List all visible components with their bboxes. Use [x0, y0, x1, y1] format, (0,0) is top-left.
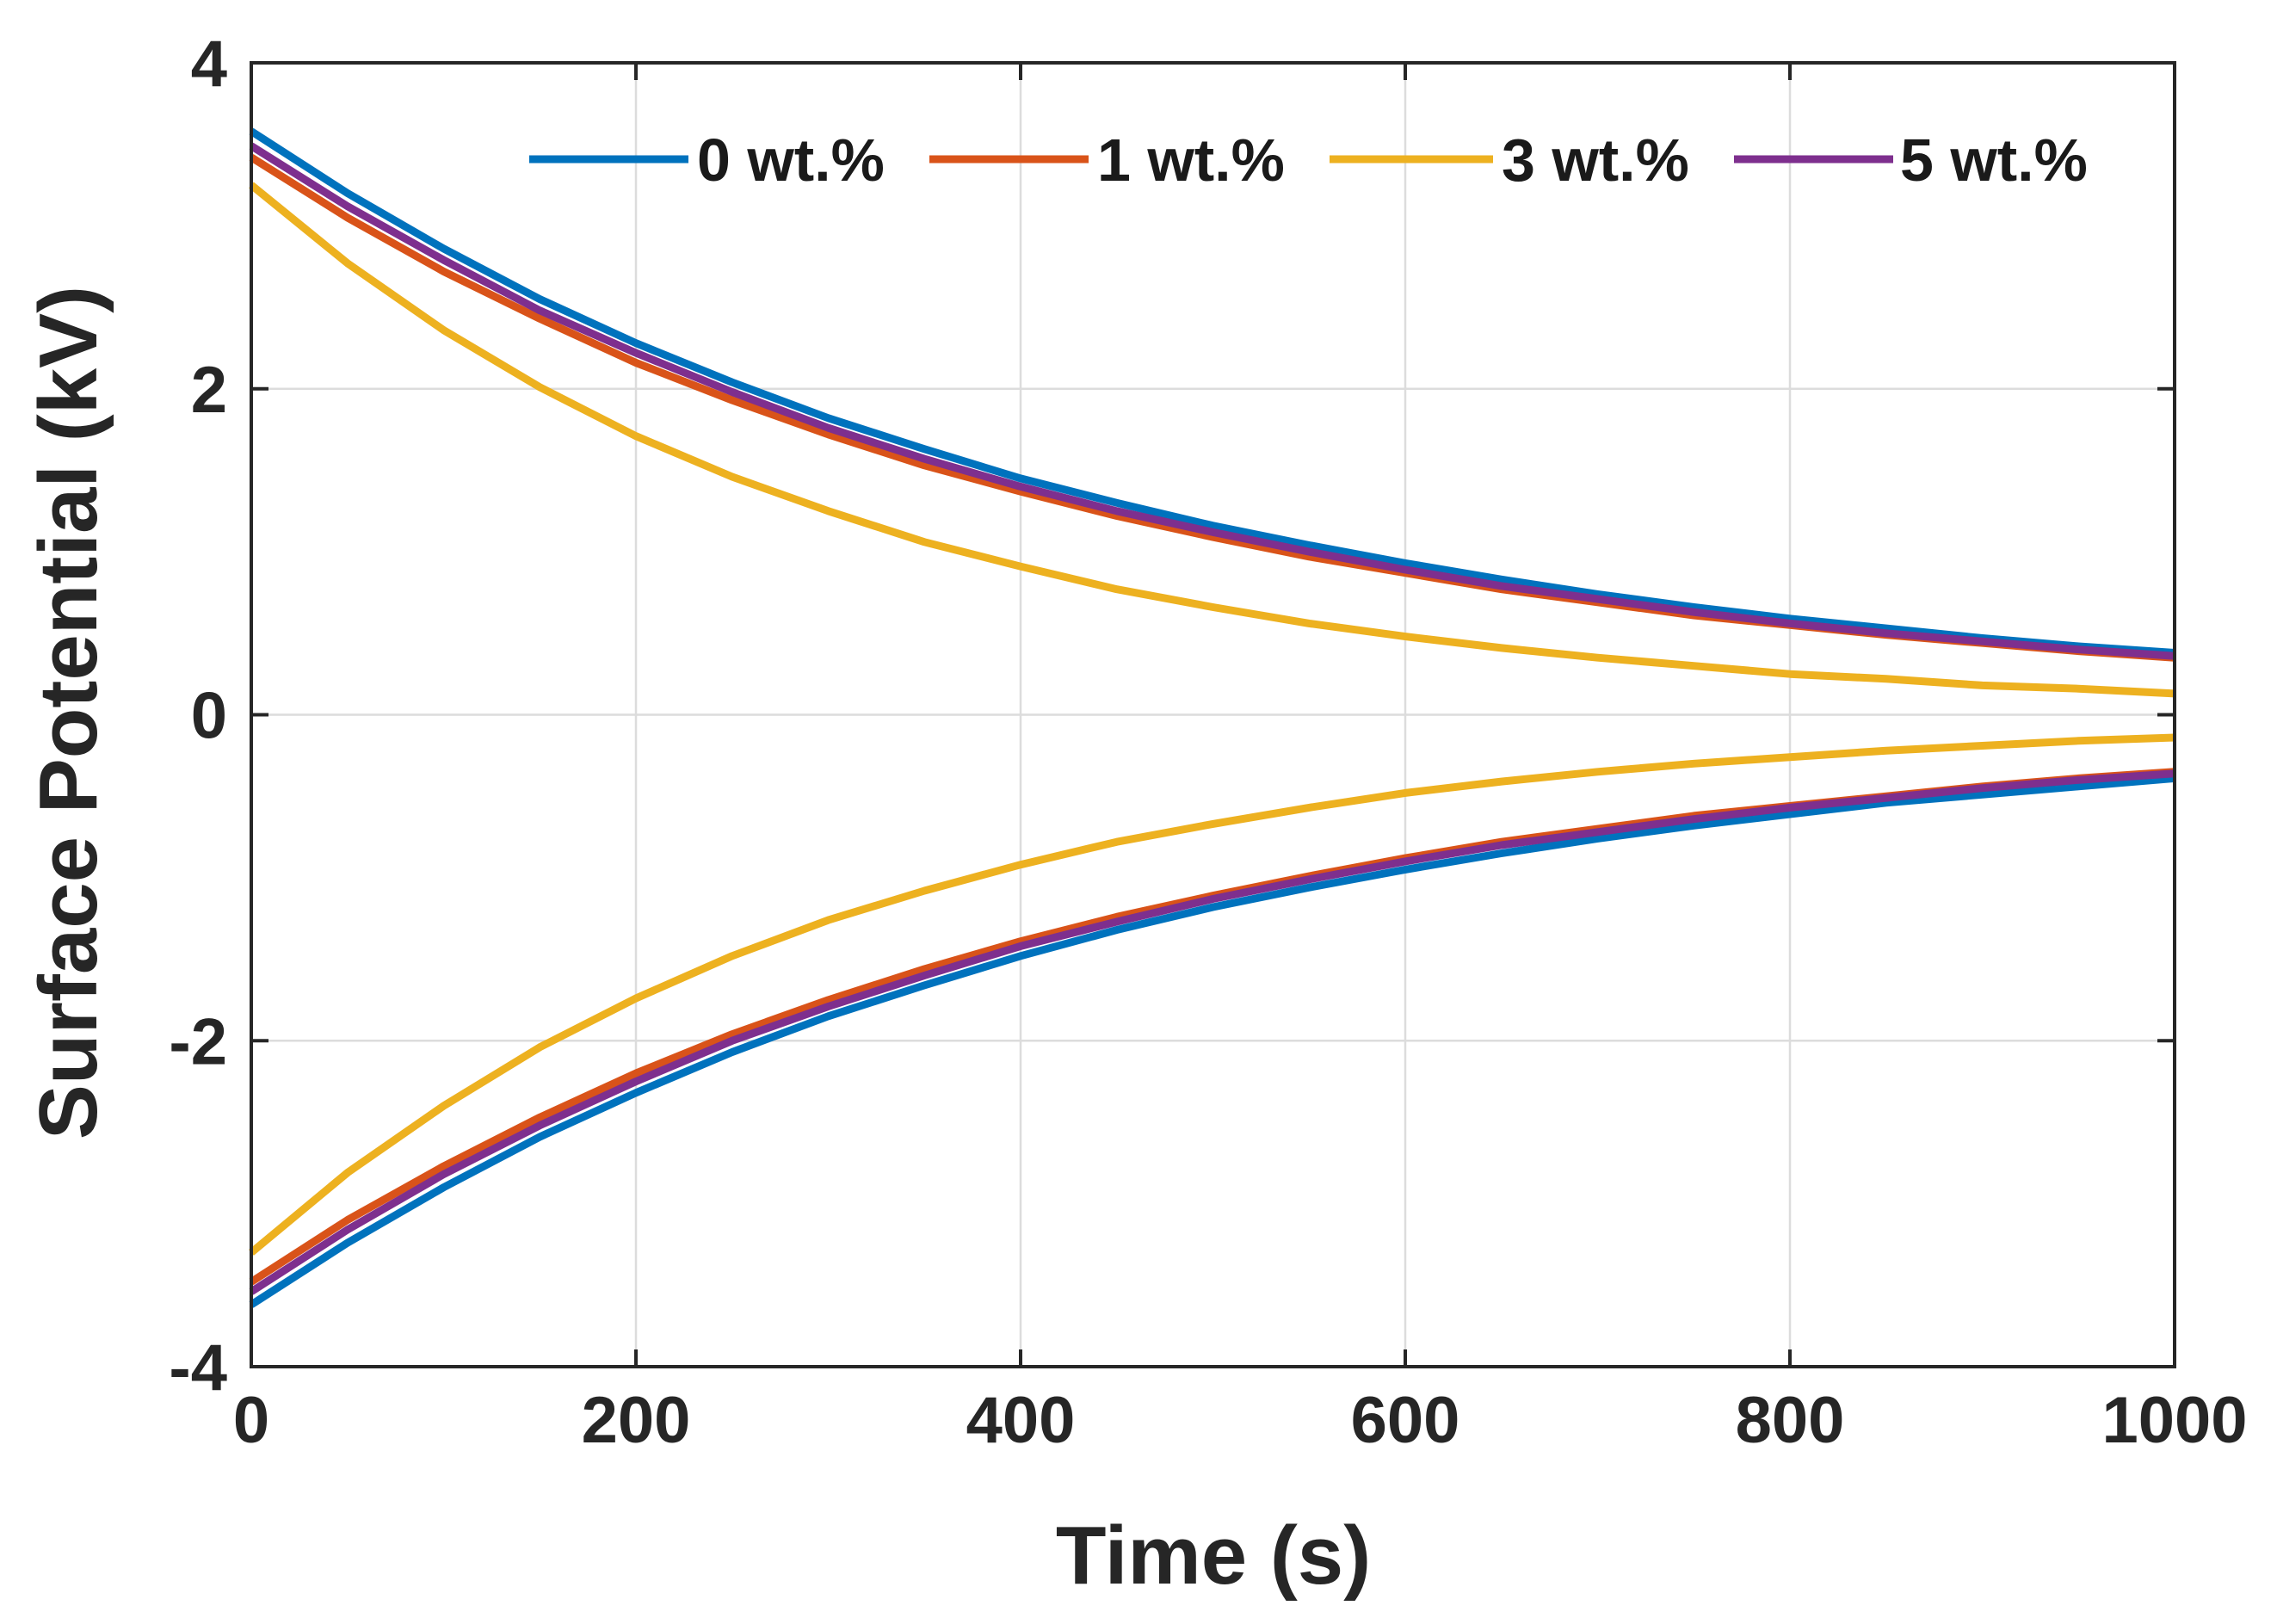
y-tick-label: 0	[191, 680, 227, 753]
axes	[250, 61, 2176, 1368]
x-tick-label: 600	[1351, 1384, 1460, 1457]
x-axis-title: Time (s)	[1056, 1510, 1371, 1602]
legend-label: 1 wt.%	[1097, 127, 1285, 194]
legend-label: 5 wt.%	[1900, 127, 2088, 194]
legend: 0 wt.% 1 wt.% 3 wt.% 5 wt.%	[529, 127, 2088, 194]
x-tick-label: 0	[233, 1384, 269, 1457]
series-lines	[249, 127, 2175, 1308]
x-tick-label: 200	[582, 1384, 691, 1457]
x-tick-label: 400	[966, 1384, 1076, 1457]
series-line-positive	[249, 142, 2175, 660]
legend-entry: 3 wt.%	[1330, 127, 1689, 194]
legend-label: 3 wt.%	[1502, 127, 1689, 194]
series-line-negative	[249, 774, 2175, 1308]
y-axis-title: Surface Potential (kV)	[22, 286, 114, 1139]
y-tick-label: 4	[191, 28, 227, 101]
legend-entry: 0 wt.%	[529, 127, 885, 194]
legend-entry: 1 wt.%	[929, 127, 1285, 194]
series-line-negative	[249, 733, 2175, 1256]
series-line-positive	[249, 127, 2175, 657]
series-line-negative	[249, 769, 2175, 1295]
y-tick-label: 2	[191, 354, 227, 427]
legend-entry: 5 wt.%	[1734, 127, 2088, 194]
tick-labels: 0 200 400 600 800 1000 -4 -2 0 2 4	[169, 28, 2247, 1457]
grid	[250, 61, 2176, 1368]
x-tick-label: 800	[1736, 1384, 1845, 1457]
y-tick-label: -2	[169, 1005, 227, 1078]
x-tick-label: 1000	[2101, 1384, 2247, 1457]
legend-label: 0 wt.%	[697, 127, 885, 194]
series-line-positive	[249, 182, 2175, 698]
y-tick-label: -4	[169, 1331, 227, 1405]
